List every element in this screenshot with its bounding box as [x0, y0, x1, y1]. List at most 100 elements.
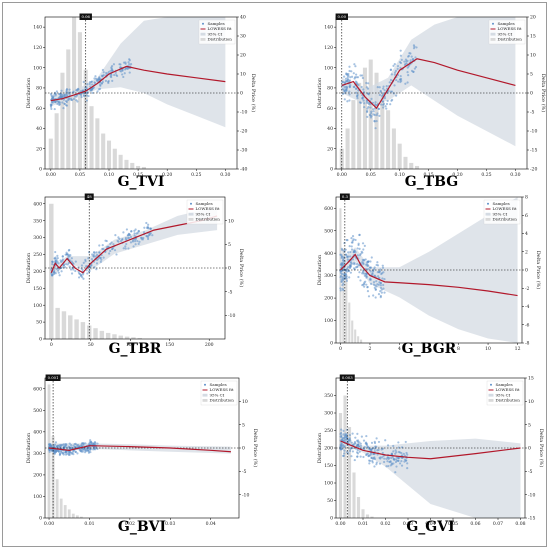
sample-point: [400, 460, 403, 463]
sample-point: [382, 85, 385, 88]
sample-point: [373, 450, 376, 453]
sample-point: [65, 104, 68, 107]
hist-bar: [141, 166, 146, 169]
sample-point: [122, 231, 125, 234]
sample-point: [407, 74, 410, 77]
y-left-tick-label: 20: [36, 146, 42, 152]
sample-point: [355, 262, 359, 266]
sample-point: [351, 258, 355, 261]
sample-point: [122, 247, 125, 250]
sample-point: [81, 450, 84, 453]
hist-bar: [345, 128, 350, 169]
sample-point: [110, 241, 113, 244]
sample-point: [60, 270, 63, 273]
sample-point: [381, 264, 384, 267]
sample-point: [370, 112, 373, 115]
sample-point: [72, 90, 75, 93]
hist-bar: [357, 82, 362, 169]
legend-marker-distribution: [485, 218, 491, 221]
threshold-label: 0.06: [81, 14, 90, 19]
sample-point: [339, 289, 342, 292]
sample-point: [68, 453, 71, 456]
sample-point: [382, 87, 385, 90]
sample-point: [354, 238, 357, 242]
sample-point: [389, 103, 392, 106]
y-left-tick-label: 500: [33, 408, 42, 414]
sample-point: [376, 112, 379, 115]
sample-point: [68, 88, 71, 91]
x-tick-label: 6: [428, 346, 431, 352]
sample-point: [129, 235, 133, 239]
sample-point: [375, 461, 378, 464]
sample-point: [110, 66, 113, 69]
x-tick-label: 2: [368, 346, 371, 352]
sample-point: [54, 250, 57, 254]
x-tick-label: 0.20: [452, 172, 462, 178]
sample-point: [368, 113, 371, 116]
sample-point: [67, 450, 71, 453]
hist-bar: [101, 133, 106, 169]
y-right-tick-label: 10: [240, 72, 246, 78]
sample-point: [57, 92, 61, 96]
sample-point: [353, 458, 356, 462]
sample-point: [76, 445, 79, 448]
sample-point: [348, 437, 351, 440]
sample-point: [344, 272, 347, 276]
sample-point: [399, 78, 402, 81]
sample-point: [349, 439, 352, 442]
sample-point: [366, 452, 369, 455]
threshold-label: 0.3: [342, 194, 349, 199]
sample-point: [370, 110, 373, 113]
sample-point: [394, 471, 397, 474]
sample-point: [117, 236, 120, 239]
legend-label: 95% CI: [196, 211, 211, 216]
legend-marker-ci: [488, 393, 494, 397]
sample-point: [92, 255, 95, 258]
threshold-label-box: [45, 374, 61, 381]
sample-point: [392, 450, 395, 453]
hist-bar: [68, 315, 73, 339]
y-left-tick-label: 150: [33, 286, 42, 292]
sample-point: [413, 45, 416, 48]
legend-marker-distribution: [490, 38, 496, 41]
sample-point: [370, 282, 373, 285]
chart-panel-bgr: 0.3 0 2 4 6 8 10 12 0 100 200 300 400 500 600 -8 -6 -4 -2 0…: [317, 193, 542, 357]
sample-point: [342, 75, 346, 78]
sample-point: [375, 280, 378, 283]
y-right-tick-label: -15: [528, 516, 535, 522]
sample-point: [360, 250, 363, 253]
sample-point: [100, 258, 103, 261]
y-right-tick-label: 10: [528, 399, 534, 405]
sample-point: [70, 257, 73, 260]
x-tick-label: 0.05: [366, 172, 376, 178]
sample-point: [375, 114, 378, 117]
sample-point: [54, 101, 57, 104]
sample-point: [392, 462, 395, 465]
hist-bar: [365, 514, 370, 518]
sample-point: [350, 441, 353, 444]
hist-bar: [75, 515, 79, 518]
sample-point: [99, 256, 102, 260]
sample-point: [62, 263, 66, 266]
x-tick-label: 0.03: [165, 521, 175, 527]
sample-point: [367, 102, 370, 106]
sample-point: [379, 282, 382, 285]
x-tick-label: 12: [515, 346, 521, 352]
sample-point: [350, 455, 353, 458]
y-left-tick-label: 200: [33, 269, 42, 275]
sample-point: [95, 268, 98, 271]
sample-point: [350, 70, 353, 73]
sample-point: [145, 221, 148, 225]
sample-point: [343, 449, 346, 452]
sample-point: [351, 450, 355, 453]
y-left-tick-label: 40: [36, 126, 42, 132]
y-right-tick-label: -10: [240, 110, 247, 116]
sample-point: [377, 293, 381, 296]
sample-point: [123, 72, 126, 75]
sample-point: [355, 87, 358, 90]
sample-point: [367, 106, 370, 109]
sample-point: [349, 271, 352, 274]
sample-point: [84, 442, 87, 445]
